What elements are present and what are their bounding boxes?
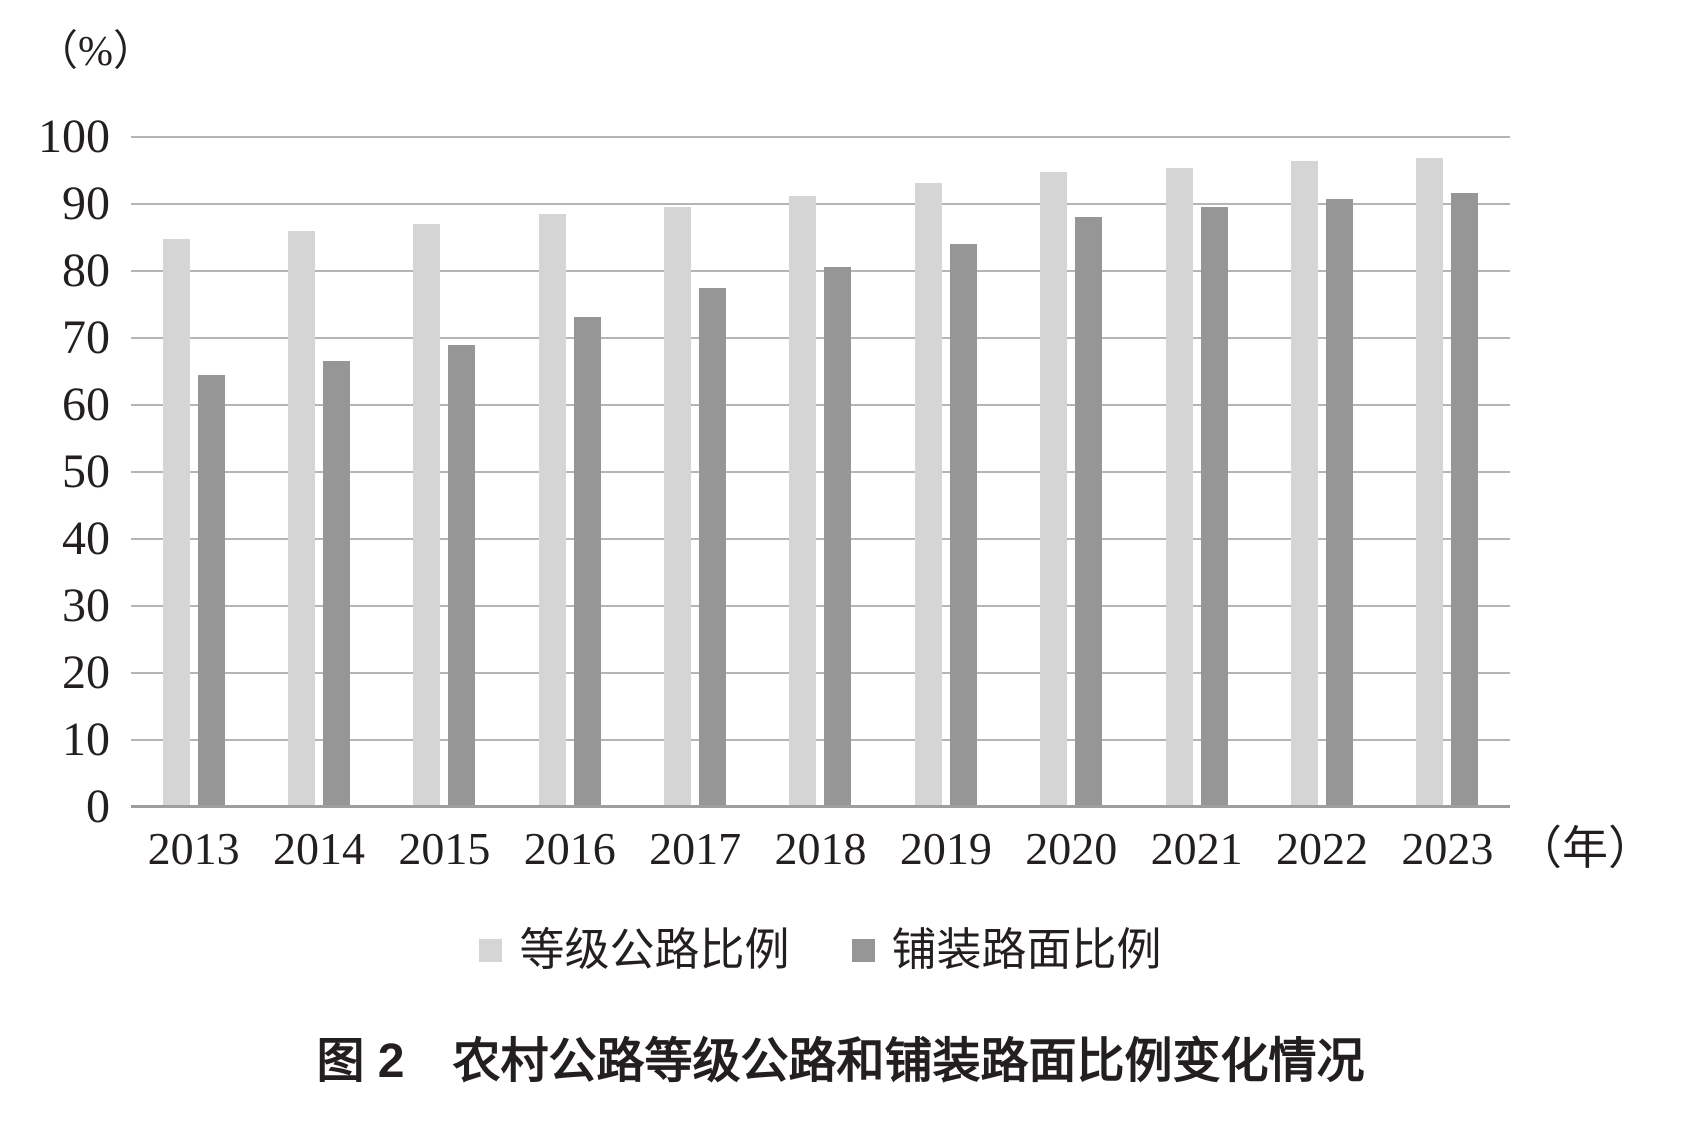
legend-item-paved-surface-ratio: 铺装路面比例 — [851, 922, 1162, 978]
bar-group-2023 — [1385, 137, 1510, 807]
bar-2022-graded-road-ratio — [1290, 161, 1318, 807]
bar-group-2020 — [1009, 137, 1134, 807]
bar-2018-graded-road-ratio — [789, 195, 817, 807]
legend: 等级公路比例 铺装路面比例 — [131, 922, 1510, 978]
gridline-10 — [131, 739, 1510, 741]
bar-2016-paved-surface-ratio — [573, 316, 601, 807]
bar-2015-paved-surface-ratio — [448, 344, 476, 807]
x-tick-label-2017: 2017 — [649, 823, 742, 874]
gridline-50 — [131, 471, 1510, 473]
x-tick-label-2016: 2016 — [523, 823, 616, 874]
bar-group-2016 — [507, 137, 632, 807]
y-tick-label-30: 30 — [62, 579, 110, 632]
gridline-40 — [131, 538, 1510, 540]
y-tick-label-20: 20 — [62, 646, 110, 699]
gridline-90 — [131, 203, 1510, 205]
bar-2021-graded-road-ratio — [1165, 167, 1193, 807]
bar-group-2015 — [382, 137, 507, 807]
bar-group-2018 — [758, 137, 883, 807]
y-tick-label-10: 10 — [62, 713, 110, 766]
y-tick-label-70: 70 — [62, 311, 110, 364]
legend-label: 等级公路比例 — [519, 925, 790, 975]
bar-2023-graded-road-ratio — [1416, 158, 1444, 807]
bar-2014-graded-road-ratio — [288, 230, 316, 807]
legend-swatch-graded-road-ratio — [479, 938, 503, 962]
figure-title: 图 2 农村公路等级公路和铺装路面比例变化情况 — [316, 1035, 1365, 1088]
bar-2020-graded-road-ratio — [1040, 171, 1068, 807]
bar-2016-graded-road-ratio — [538, 214, 566, 807]
bar-2014-paved-surface-ratio — [323, 361, 351, 807]
bar-2021-paved-surface-ratio — [1200, 206, 1228, 807]
y-tick-label-60: 60 — [62, 378, 110, 431]
bar-group-2019 — [883, 137, 1008, 807]
bar-group-2017 — [632, 137, 757, 807]
gridline-20 — [131, 672, 1510, 674]
x-tick-label-2013: 2013 — [147, 823, 240, 874]
gridline-100 — [131, 136, 1510, 138]
y-tick-label-90: 90 — [62, 177, 110, 230]
gridline-30 — [131, 605, 1510, 607]
bar-2020-paved-surface-ratio — [1075, 216, 1103, 807]
y-tick-label-40: 40 — [62, 512, 110, 565]
bar-2017-paved-surface-ratio — [699, 287, 727, 807]
bar-group-2022 — [1259, 137, 1384, 807]
x-tick-label-2020: 2020 — [1025, 823, 1118, 874]
legend-swatch-paved-surface-ratio — [851, 938, 875, 962]
bar-2013-graded-road-ratio — [162, 238, 190, 807]
x-tick-label-2014: 2014 — [273, 823, 366, 874]
x-axis-unit-label: （年） — [1516, 823, 1654, 874]
bar-group-2013 — [131, 137, 256, 807]
bar-2019-graded-road-ratio — [914, 182, 942, 807]
y-tick-label-80: 80 — [62, 244, 110, 297]
gridline-70 — [131, 337, 1510, 339]
bar-2017-graded-road-ratio — [664, 207, 692, 807]
x-tick-label-2023: 2023 — [1401, 823, 1494, 874]
bar-group-2014 — [256, 137, 381, 807]
x-tick-label-2021: 2021 — [1150, 823, 1243, 874]
x-tick-label-2022: 2022 — [1275, 823, 1368, 874]
y-tick-label-0: 0 — [86, 780, 110, 833]
y-axis-tick-labels: 100 90 80 70 60 50 40 30 20 10 0 — [0, 113, 110, 831]
y-axis-unit-label: （%） — [36, 29, 155, 75]
legend-label: 铺装路面比例 — [891, 925, 1162, 975]
x-tick-label-2015: 2015 — [398, 823, 491, 874]
bar-2023-paved-surface-ratio — [1451, 193, 1479, 807]
gridline-80 — [131, 270, 1510, 272]
bar-2019-paved-surface-ratio — [949, 244, 977, 807]
bar-group-2021 — [1134, 137, 1259, 807]
x-axis-tick-labels: 2013 2014 2015 2016 2017 2018 2019 2020 2021 2022… — [131, 820, 1510, 880]
x-tick-label-2018: 2018 — [774, 823, 867, 874]
legend-item-graded-road-ratio: 等级公路比例 — [479, 922, 790, 978]
bar-2013-paved-surface-ratio — [197, 374, 225, 807]
x-tick-label-2019: 2019 — [899, 823, 992, 874]
gridline-60 — [131, 404, 1510, 406]
y-tick-label-50: 50 — [62, 445, 110, 498]
bar-2022-paved-surface-ratio — [1325, 198, 1353, 807]
bar-2015-graded-road-ratio — [413, 224, 441, 807]
y-tick-label-100: 100 — [38, 110, 110, 163]
plot-area — [131, 136, 1510, 808]
bar-2018-paved-surface-ratio — [824, 266, 852, 807]
x-axis-line — [131, 805, 1510, 808]
